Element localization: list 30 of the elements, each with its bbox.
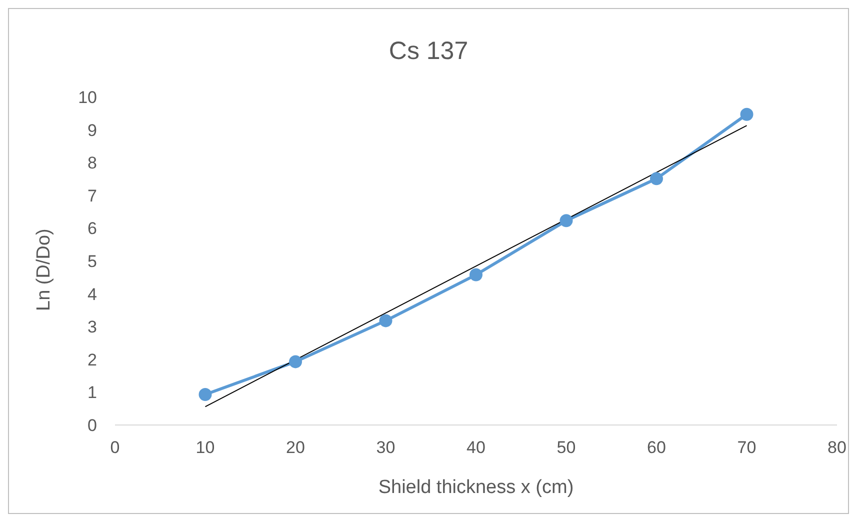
chart-title: Cs 137 xyxy=(388,37,470,66)
point xyxy=(740,108,754,121)
x-tick-label: 70 xyxy=(737,438,756,458)
y-tick-label: 2 xyxy=(88,350,97,370)
point xyxy=(560,214,573,228)
x-tick-label: 60 xyxy=(647,438,666,458)
point xyxy=(198,388,212,401)
y-tick-label: 10 xyxy=(78,88,97,108)
x-tick-label: 0 xyxy=(110,438,120,458)
y-tick-label: 8 xyxy=(88,154,97,173)
x-tick-label: 10 xyxy=(196,438,215,458)
point xyxy=(650,172,663,186)
x-tick-label: 40 xyxy=(466,438,486,458)
x-tick-label: 30 xyxy=(376,438,396,458)
x-tick-label: 20 xyxy=(286,438,305,458)
x-tick-label: 50 xyxy=(556,438,576,458)
y-axis-title: Ln (D/Do) xyxy=(34,228,55,311)
y-tick-label: 5 xyxy=(88,252,97,272)
y-tick-label: 9 xyxy=(88,120,97,140)
y-tick-label: 0 xyxy=(88,416,97,436)
x-axis-title: Shield thickness x (cm) xyxy=(378,477,574,498)
y-tick-label: 4 xyxy=(88,284,97,304)
point xyxy=(379,314,392,328)
y-tick-label: 6 xyxy=(88,219,97,238)
y-tick-label: 7 xyxy=(88,186,97,206)
y-tick-label: 3 xyxy=(88,318,97,337)
x-tick-label: 80 xyxy=(828,438,846,458)
point xyxy=(470,268,482,282)
y-tick-label: 1 xyxy=(88,383,97,402)
point xyxy=(289,355,302,368)
